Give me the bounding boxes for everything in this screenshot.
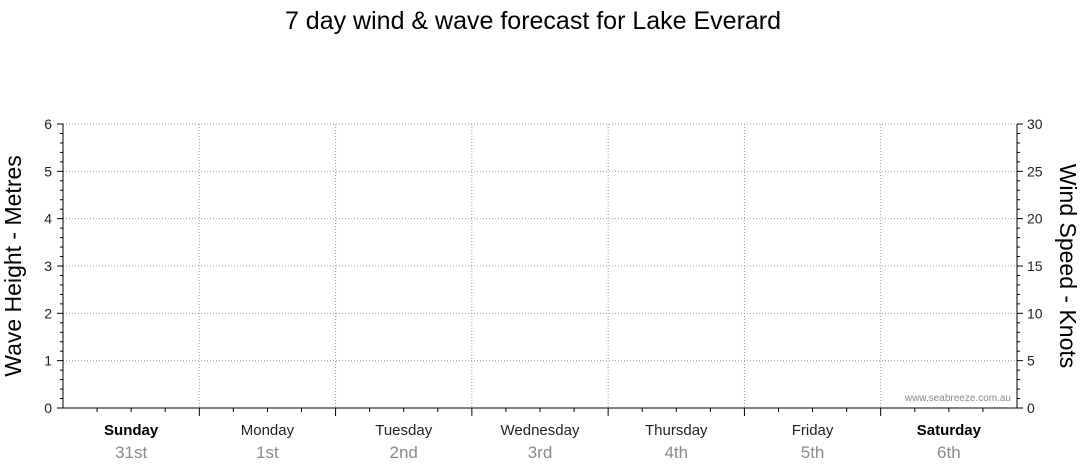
left-axis-ticks: 0 1 2 3 4 5 6: [44, 116, 63, 416]
right-axis-ticks: 0 5 10 15 20 25 30: [1017, 116, 1043, 416]
day-name-label: Saturday: [917, 422, 982, 439]
grid-lines: [63, 123, 1017, 408]
day-date-label: 4th: [664, 443, 688, 462]
right-tick-label: 10: [1027, 305, 1043, 321]
left-tick-label: 5: [44, 163, 52, 179]
day-name-label: Friday: [792, 422, 834, 439]
y-axis-label-right: Wind Speed - Knots: [1055, 164, 1080, 369]
right-tick-label: 0: [1027, 400, 1035, 416]
left-tick-label: 2: [44, 305, 52, 321]
chart-title: 7 day wind & wave forecast for Lake Ever…: [285, 7, 781, 35]
chart-axes: [62, 124, 1018, 416]
day-date-label: 31st: [115, 443, 147, 462]
day-name-label: Thursday: [645, 422, 708, 439]
day-date-label: 6th: [937, 443, 961, 462]
right-tick-label: 25: [1027, 163, 1043, 179]
day-name-label: Tuesday: [375, 422, 432, 439]
left-tick-label: 0: [44, 400, 52, 416]
left-tick-label: 4: [44, 211, 52, 227]
right-tick-label: 30: [1027, 116, 1043, 132]
right-tick-label: 15: [1027, 258, 1043, 274]
left-tick-label: 6: [44, 116, 52, 132]
day-date-label: 3rd: [528, 443, 553, 462]
day-labels: Sunday 31st Monday 1st Tuesday 2nd Wednesday 3r…: [104, 422, 982, 462]
day-name-label: Sunday: [104, 422, 159, 439]
right-tick-label: 5: [1027, 353, 1035, 369]
day-date-label: 1st: [256, 443, 279, 462]
day-date-label: 2nd: [390, 443, 418, 462]
y-axis-label-left: Wave Height - Metres: [0, 155, 26, 377]
day-name-label: Wednesday: [501, 422, 580, 439]
right-tick-label: 20: [1027, 211, 1043, 227]
left-tick-label: 1: [44, 353, 52, 369]
watermark: www.seabreeze.com.au: [904, 393, 1011, 404]
left-tick-label: 3: [44, 258, 52, 274]
day-date-label: 5th: [801, 443, 825, 462]
day-name-label: Monday: [241, 422, 295, 439]
